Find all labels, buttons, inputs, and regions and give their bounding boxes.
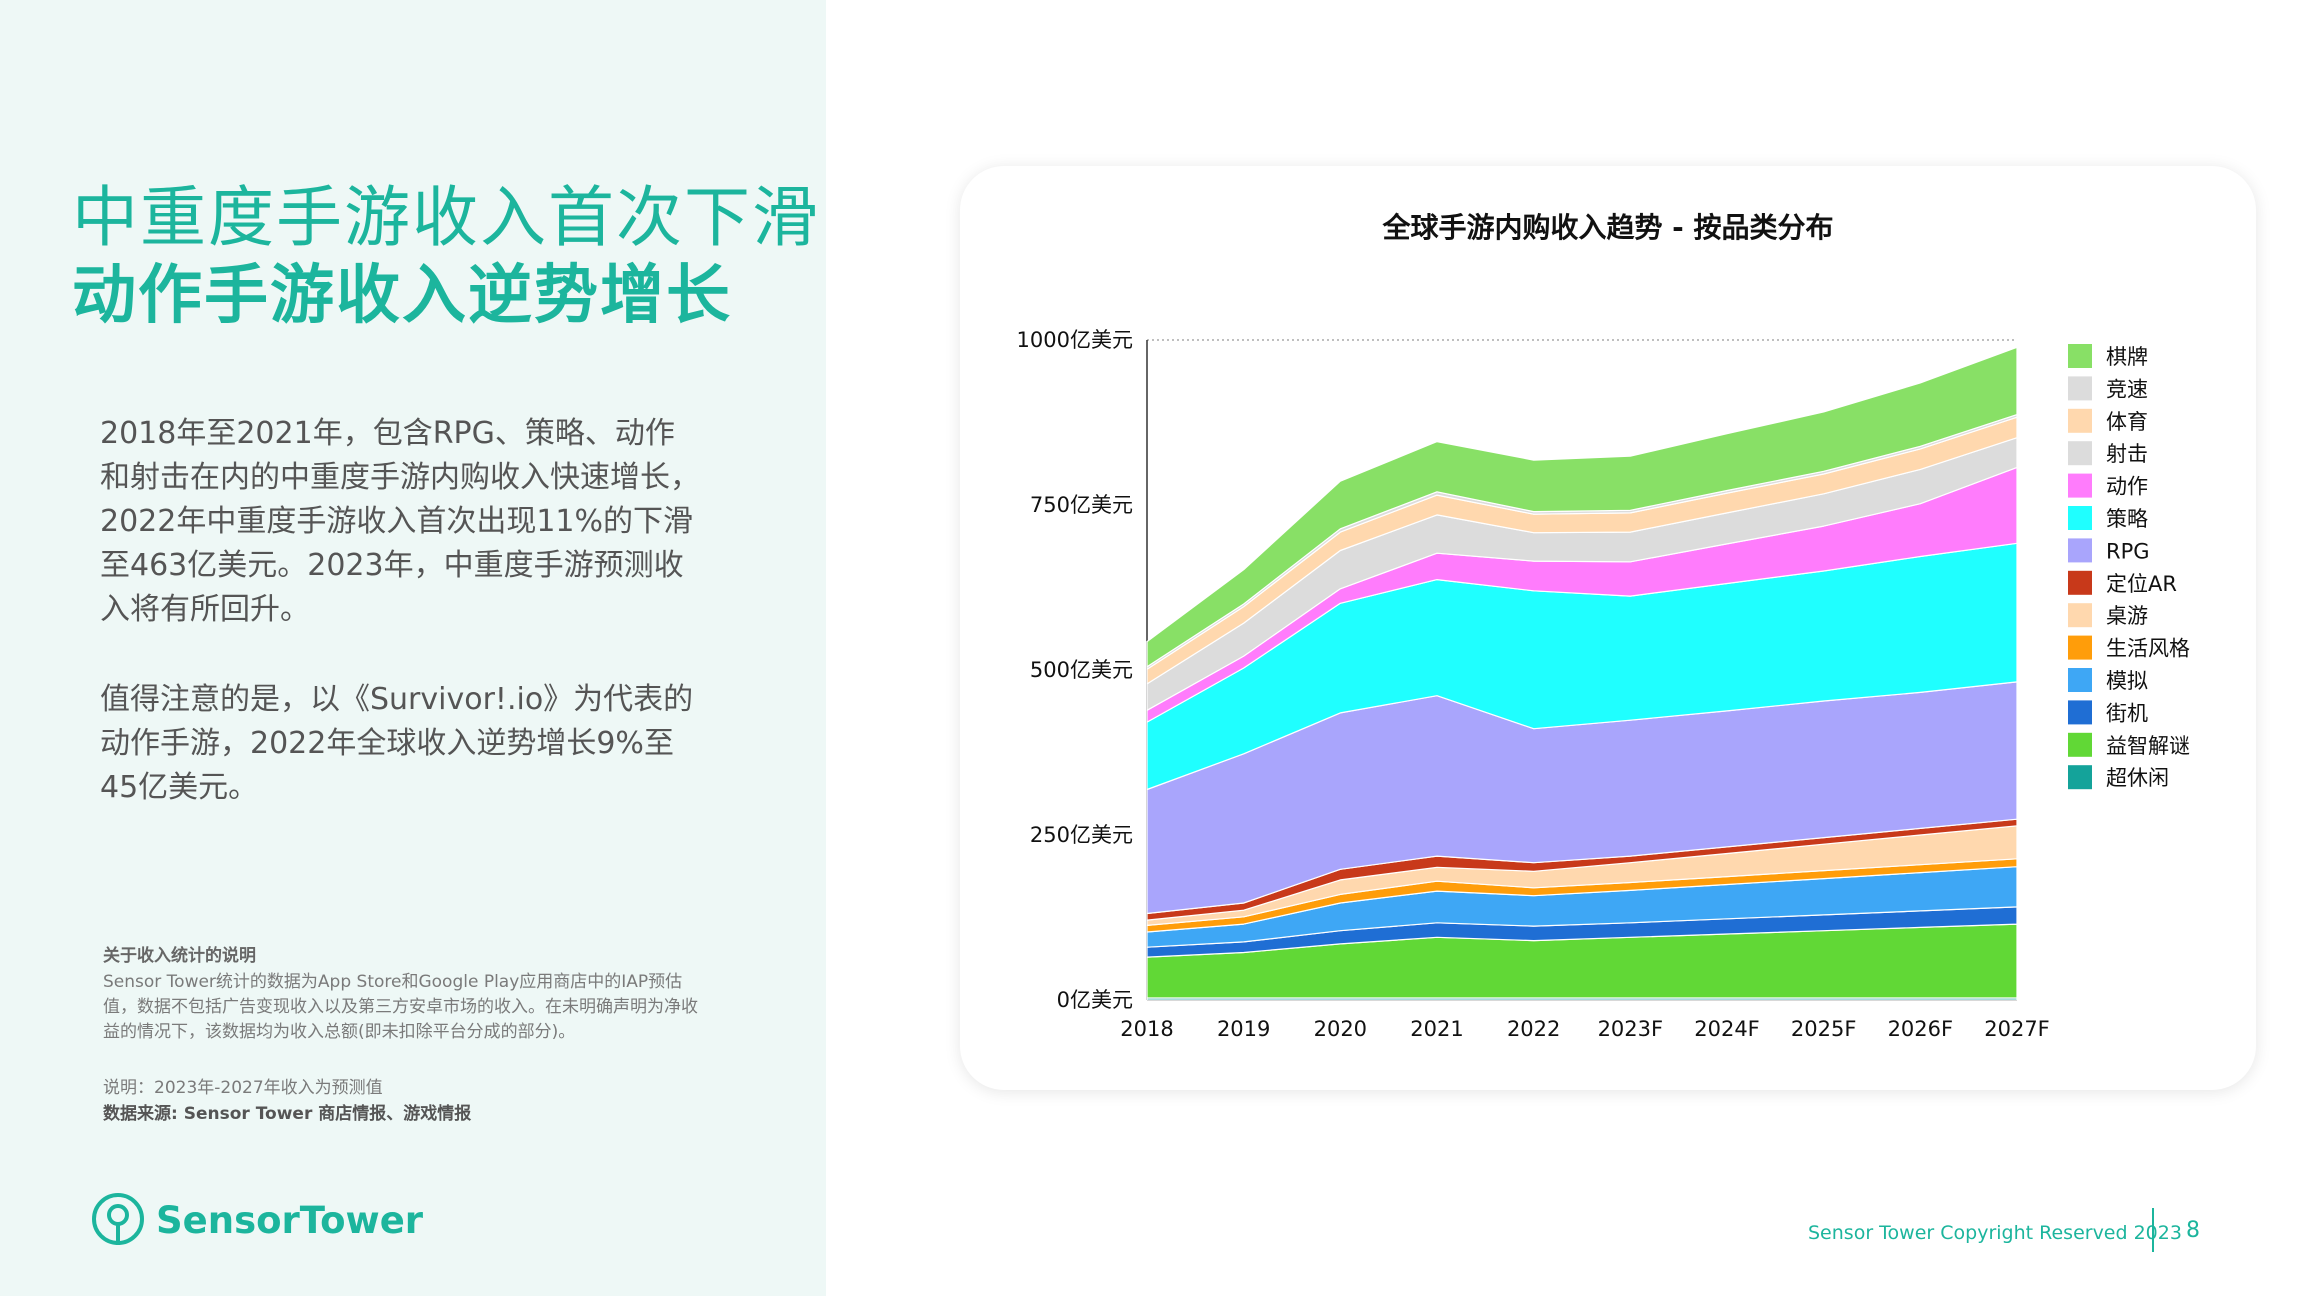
legend-swatch <box>2068 603 2092 628</box>
legend-swatch <box>2068 408 2092 433</box>
legend-label: 定位AR <box>2106 572 2177 596</box>
legend-swatch <box>2068 668 2092 692</box>
footer-copyright: Sensor Tower Copyright Reserved 2023 <box>1808 1222 2182 1244</box>
legend-swatch <box>2068 765 2092 790</box>
y-tick-label: 0亿美元 <box>1057 988 1133 1012</box>
x-tick-label: 2027F <box>1984 1017 2050 1041</box>
x-tick-label: 2020 <box>1314 1017 1367 1041</box>
x-tick-label: 2021 <box>1410 1017 1463 1041</box>
chart-title: 全球手游内购收入趋势 - 按品类分布 <box>1382 211 1834 244</box>
brand-logo-text: SensorTower <box>156 1198 424 1242</box>
legend-swatch <box>2068 570 2092 595</box>
legend-label: 射击 <box>2106 442 2148 466</box>
x-tick-label: 2024F <box>1694 1017 1760 1041</box>
legend-swatch <box>2068 473 2092 498</box>
chart-card: 0亿美元 250亿美元 500亿美元 750亿美元 1000亿美元 2018 2019 202… <box>960 166 2256 1090</box>
y-tick-label: 500亿美元 <box>1030 658 1133 682</box>
notes-body: Sensor Tower统计的数据为App Store和Google Play应… <box>103 972 698 1042</box>
x-tick-label: 2019 <box>1217 1017 1270 1041</box>
area-series-13 <box>1146 346 2018 668</box>
notes-source: 数据来源: Sensor Tower 商店情报、游戏情报 <box>103 1104 472 1124</box>
page-subtitle: 动作手游收入逆势增长 <box>72 259 732 333</box>
legend-swatch <box>2068 376 2092 401</box>
y-tick-label: 1000亿美元 <box>1017 328 1133 352</box>
y-tick-label: 750亿美元 <box>1030 493 1133 517</box>
legend-swatch <box>2068 506 2092 530</box>
page-title: 中重度手游收入首次下滑 <box>72 179 820 256</box>
body-paragraph-1: 2018年至2021年，包含RPG、策略、动作和射击在内的中重度手游内购收入快速… <box>100 416 700 627</box>
legend-label: 桌游 <box>2106 604 2148 628</box>
x-tick-label: 2018 <box>1120 1017 1173 1041</box>
x-tick-label: 2026F <box>1888 1017 1954 1041</box>
page-number: 8 <box>2186 1218 2200 1243</box>
legend-label: 超休闲 <box>2106 766 2169 790</box>
x-tick-label: 2022 <box>1507 1017 1560 1041</box>
legend-swatch <box>2068 732 2092 757</box>
y-tick-label: 250亿美元 <box>1030 823 1133 847</box>
brand-logo: SensorTower <box>90 1190 423 1250</box>
sensor-tower-logo-icon <box>92 1193 144 1245</box>
x-tick-label: 2023F <box>1598 1017 1664 1041</box>
legend-swatch <box>2068 344 2092 368</box>
notes-heading: 关于收入统计的说明 <box>103 946 256 966</box>
legend-label: 益智解谜 <box>2106 734 2190 758</box>
footer-divider <box>2152 1208 2154 1252</box>
legend-label: 生活风格 <box>2106 637 2190 661</box>
legend-label: 街机 <box>2106 701 2148 725</box>
legend-label: 动作 <box>2106 475 2148 499</box>
legend-label: 模拟 <box>2106 669 2148 693</box>
legend-label: RPG <box>2106 539 2150 563</box>
legend-label: 棋牌 <box>2106 345 2148 369</box>
stacked-area-chart: 0亿美元 250亿美元 500亿美元 750亿美元 1000亿美元 2018 2019 202… <box>1017 328 2190 1041</box>
legend-swatch <box>2068 538 2092 563</box>
legend-swatch <box>2068 441 2092 466</box>
body-paragraph-2: 值得注意的是，以《Survivor!.io》为代表的动作手游，2022年全球收入… <box>100 682 694 805</box>
legend-swatch <box>2068 700 2092 725</box>
legend-label: 体育 <box>2106 410 2148 434</box>
left-panel <box>0 0 826 1296</box>
legend-label: 策略 <box>2106 507 2148 531</box>
notes-forecast: 说明：2023年-2027年收入为预测值 <box>103 1078 383 1098</box>
legend-swatch <box>2068 635 2092 660</box>
x-tick-label: 2025F <box>1791 1017 1857 1041</box>
legend-label: 竞速 <box>2106 377 2148 401</box>
